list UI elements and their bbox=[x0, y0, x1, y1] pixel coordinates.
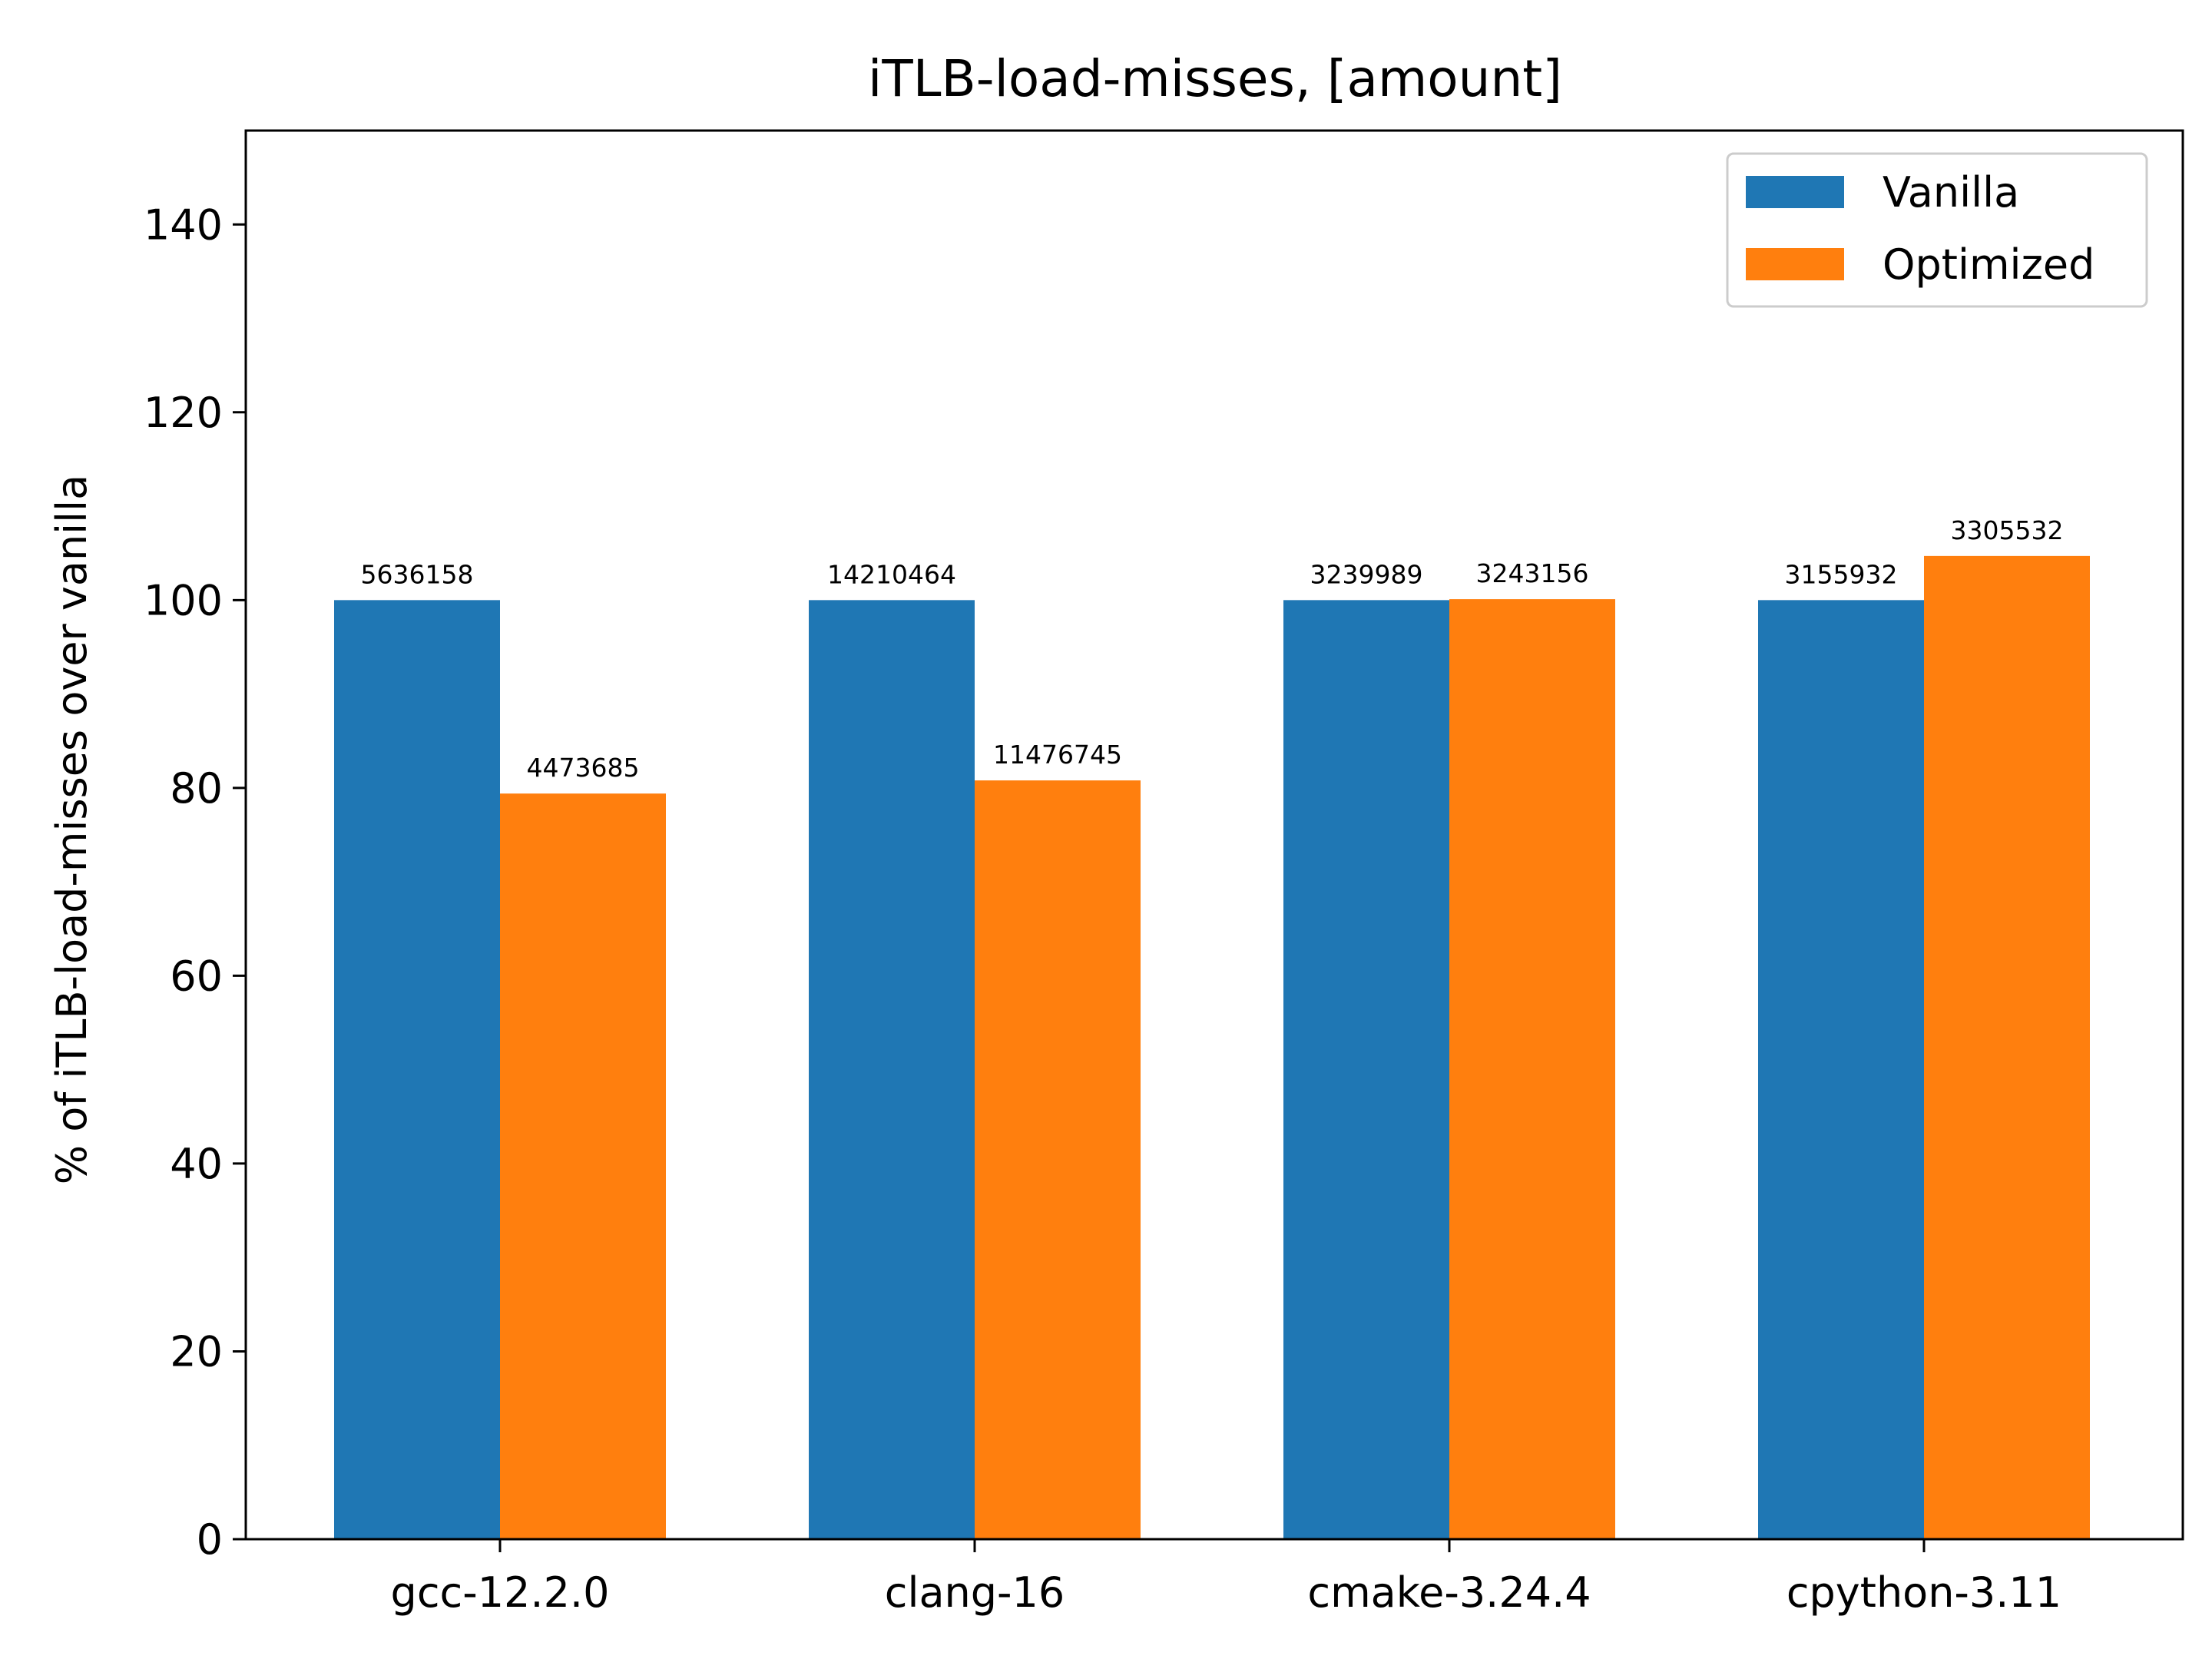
legend: Vanilla Optimized bbox=[1726, 152, 2148, 308]
bar-optimized-cmake-3-24-4 bbox=[1449, 599, 1615, 1540]
bar-value-label-optimized-cpython-3-11: 3305532 bbox=[1951, 515, 2064, 545]
bar-optimized-clang-16 bbox=[975, 780, 1141, 1539]
y-tick-label-80: 80 bbox=[170, 764, 223, 813]
chart-title: iTLB-load-misses, [amount] bbox=[868, 49, 1562, 108]
y-axis-label: % of iTLB-load-misses over vanilla bbox=[48, 475, 96, 1185]
y-tick-label-40: 40 bbox=[170, 1140, 223, 1188]
x-tick-label-cmake-3-24-4: cmake-3.24.4 bbox=[1307, 1568, 1591, 1617]
legend-label-optimized: Optimized bbox=[1883, 240, 2094, 289]
bar-optimized-cpython-3-11 bbox=[1924, 555, 2090, 1540]
bar-vanilla-cmake-3-24-4 bbox=[1283, 600, 1449, 1540]
x-tick-label-clang-16: clang-16 bbox=[885, 1568, 1065, 1617]
x-tick-label-gcc-12-2-0: gcc-12.2.0 bbox=[391, 1568, 610, 1617]
bar-optimized-gcc-12-2-0 bbox=[500, 793, 666, 1539]
bar-value-label-vanilla-gcc-12-2-0: 5636158 bbox=[361, 559, 474, 589]
y-axis: 0 20 40 60 80 100 120 140 bbox=[144, 200, 246, 1564]
y-tick-label-20: 20 bbox=[170, 1327, 223, 1376]
bar-value-label-vanilla-cpython-3-11: 3155932 bbox=[1785, 559, 1898, 589]
legend-label-vanilla: Vanilla bbox=[1883, 168, 2019, 217]
bar-labels-layer: 5636158 4473685 14210464 11476745 3239989 324… bbox=[361, 515, 2064, 783]
bar-value-label-vanilla-clang-16: 14210464 bbox=[827, 559, 956, 589]
x-tick-label-cpython-3-11: cpython-3.11 bbox=[1786, 1568, 2061, 1617]
plot-frame bbox=[244, 129, 2184, 1541]
y-tick-label-120: 120 bbox=[144, 389, 223, 437]
bar-vanilla-gcc-12-2-0 bbox=[334, 600, 500, 1540]
bar-vanilla-clang-16 bbox=[809, 600, 975, 1540]
y-tick-label-60: 60 bbox=[170, 952, 223, 1000]
y-tick-label-100: 100 bbox=[144, 576, 223, 624]
x-axis: gcc-12.2.0 clang-16 cmake-3.24.4 cpython-3.… bbox=[391, 1539, 2061, 1617]
legend-swatch-vanilla bbox=[1746, 176, 1844, 208]
bar-value-label-optimized-clang-16: 11476745 bbox=[993, 740, 1122, 770]
legend-swatch-optimized bbox=[1746, 248, 1844, 280]
y-tick-label-140: 140 bbox=[144, 200, 223, 249]
bar-value-label-optimized-gcc-12-2-0: 4473685 bbox=[527, 753, 640, 783]
bar-value-label-optimized-cmake-3-24-4: 3243156 bbox=[1476, 558, 1589, 588]
bar-value-label-vanilla-cmake-3-24-4: 3239989 bbox=[1310, 559, 1423, 589]
bars-layer bbox=[334, 555, 2090, 1540]
bar-vanilla-cpython-3-11 bbox=[1758, 600, 1924, 1540]
y-tick-label-0: 0 bbox=[197, 1515, 223, 1564]
